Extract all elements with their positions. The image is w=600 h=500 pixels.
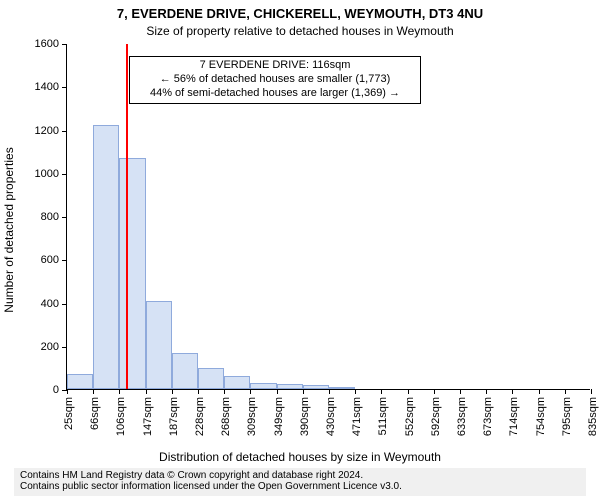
histogram-bar (250, 383, 276, 389)
x-tick (329, 389, 330, 394)
annotation-line: 44% of semi-detached houses are larger (… (134, 87, 416, 101)
histogram-bar (198, 368, 224, 389)
attribution-footer: Contains HM Land Registry data © Crown c… (14, 468, 586, 496)
property-marker-line (126, 44, 128, 389)
x-tick-label: 268sqm (220, 397, 232, 436)
y-tick-label: 400 (41, 298, 67, 310)
x-axis-label: Distribution of detached houses by size … (0, 450, 600, 464)
y-tick-label: 1200 (35, 125, 67, 137)
x-tick (565, 389, 566, 394)
annotation-box: 7 EVERDENE DRIVE: 116sqm← 56% of detache… (129, 56, 421, 104)
x-tick-label: 714sqm (508, 397, 520, 436)
x-tick-label: 835sqm (587, 397, 599, 436)
y-tick-label: 1600 (35, 38, 67, 50)
x-tick (512, 389, 513, 394)
chart-title: 7, EVERDENE DRIVE, CHICKERELL, WEYMOUTH,… (0, 6, 600, 21)
x-tick-label: 633sqm (456, 397, 468, 436)
x-tick (408, 389, 409, 394)
x-tick-label: 795sqm (561, 397, 573, 436)
histogram-bar (224, 376, 250, 389)
histogram-bar (329, 387, 355, 389)
x-tick (172, 389, 173, 394)
x-tick (119, 389, 120, 394)
x-tick-label: 66sqm (89, 397, 101, 430)
x-tick (224, 389, 225, 394)
histogram-bar (119, 158, 145, 389)
annotation-line: ← 56% of detached houses are smaller (1,… (134, 73, 416, 87)
histogram-bar (146, 301, 172, 389)
x-tick (146, 389, 147, 394)
x-tick (486, 389, 487, 394)
x-tick-label: 349sqm (273, 397, 285, 436)
x-tick (93, 389, 94, 394)
x-tick (277, 389, 278, 394)
x-tick (67, 389, 68, 394)
x-tick-label: 228sqm (194, 397, 206, 436)
x-tick (591, 389, 592, 394)
chart-subtitle: Size of property relative to detached ho… (0, 24, 600, 38)
histogram-bar (93, 125, 119, 389)
histogram-bar (303, 385, 329, 389)
footer-line: Contains public sector information licen… (20, 481, 580, 492)
x-tick-label: 187sqm (168, 397, 180, 436)
x-tick-label: 511sqm (377, 397, 389, 435)
y-tick-label: 1000 (35, 168, 67, 180)
x-tick (355, 389, 356, 394)
y-axis-label: Number of detached properties (2, 147, 16, 312)
y-tick-label: 200 (41, 341, 67, 353)
x-tick-label: 390sqm (299, 397, 311, 436)
x-tick-label: 430sqm (325, 397, 337, 436)
plot-area: 0200400600800100012001400160025sqm66sqm1… (66, 44, 590, 390)
y-tick-label: 800 (41, 211, 67, 223)
x-tick-label: 673sqm (482, 397, 494, 436)
x-tick (434, 389, 435, 394)
annotation-line: 7 EVERDENE DRIVE: 116sqm (134, 59, 416, 73)
y-tick-label: 1400 (35, 81, 67, 93)
x-tick (460, 389, 461, 394)
y-tick-label: 600 (41, 254, 67, 266)
x-tick-label: 552sqm (404, 397, 416, 436)
histogram-bar (67, 374, 93, 389)
x-tick-label: 309sqm (246, 397, 258, 436)
x-tick-label: 106sqm (115, 397, 127, 436)
x-tick (250, 389, 251, 394)
histogram-bar (172, 353, 198, 389)
histogram-bar (277, 384, 303, 389)
footer-line: Contains HM Land Registry data © Crown c… (20, 470, 580, 481)
x-tick (539, 389, 540, 394)
x-tick-label: 471sqm (351, 397, 363, 436)
x-tick-label: 754sqm (535, 397, 547, 436)
x-tick-label: 25sqm (63, 397, 75, 430)
x-tick-label: 147sqm (142, 397, 154, 436)
x-tick (198, 389, 199, 394)
x-tick (303, 389, 304, 394)
x-tick-label: 592sqm (430, 397, 442, 436)
y-tick-label: 0 (53, 384, 67, 396)
x-tick (381, 389, 382, 394)
